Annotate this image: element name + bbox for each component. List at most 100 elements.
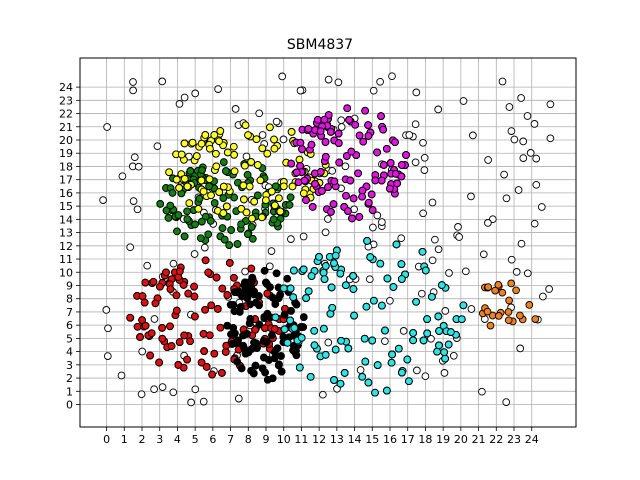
data-point — [191, 312, 199, 321]
data-point — [215, 137, 223, 146]
data-point — [258, 364, 267, 373]
data-point — [371, 176, 380, 185]
data-point — [239, 341, 248, 350]
data-point — [397, 275, 406, 283]
data-point — [188, 138, 197, 147]
data-point — [130, 153, 139, 162]
data-point — [201, 131, 210, 139]
data-point — [253, 161, 262, 169]
data-point — [218, 284, 227, 293]
data-point — [219, 194, 228, 202]
data-point — [241, 161, 249, 170]
x-tick-label: 20 — [454, 433, 468, 446]
data-point — [180, 174, 189, 183]
data-point — [245, 182, 254, 191]
data-point — [514, 186, 523, 194]
data-point — [263, 375, 272, 384]
data-point — [428, 292, 436, 301]
y-tick-label: 16 — [59, 187, 73, 200]
y-tick-label: 21 — [59, 121, 73, 134]
data-point — [517, 94, 525, 102]
data-point — [138, 347, 147, 356]
data-point — [459, 97, 468, 105]
data-point — [336, 269, 345, 278]
data-point — [278, 72, 287, 81]
y-tick-label: 19 — [59, 147, 73, 160]
data-point — [381, 326, 389, 335]
data-point — [386, 159, 395, 167]
data-point — [394, 344, 403, 353]
data-point — [546, 134, 555, 143]
y-tick-label: 10 — [59, 266, 73, 279]
data-point — [222, 202, 231, 211]
data-point — [428, 198, 437, 207]
data-point — [334, 129, 343, 138]
data-point — [364, 378, 373, 387]
data-point — [441, 354, 449, 363]
data-point — [183, 182, 192, 191]
x-tick-label: 3 — [156, 433, 163, 446]
data-point — [319, 390, 327, 399]
x-tick-label: 15 — [365, 433, 379, 446]
data-point — [255, 109, 264, 118]
data-point — [255, 301, 263, 310]
data-point — [327, 283, 336, 292]
data-point — [258, 213, 266, 222]
data-point — [402, 151, 410, 159]
data-point — [330, 177, 339, 186]
data-point — [457, 315, 466, 324]
data-point — [237, 364, 246, 373]
data-point — [190, 282, 198, 291]
x-tick-label: 22 — [489, 433, 503, 446]
data-point — [205, 331, 214, 340]
data-point — [272, 117, 281, 126]
data-point — [229, 301, 238, 309]
data-point — [129, 78, 137, 86]
data-point — [295, 155, 304, 164]
data-point — [165, 168, 173, 177]
data-point — [150, 385, 158, 394]
data-point — [256, 176, 265, 185]
data-point — [242, 152, 251, 161]
data-point — [379, 125, 387, 134]
data-point — [140, 298, 149, 307]
data-point — [324, 75, 333, 84]
data-point — [530, 219, 539, 228]
data-point — [299, 313, 308, 321]
y-tick-label: 4 — [66, 346, 73, 359]
data-point — [391, 138, 399, 147]
data-point — [526, 149, 535, 157]
data-point — [230, 330, 239, 338]
data-point — [234, 394, 243, 403]
data-point — [200, 243, 209, 252]
data-point — [277, 352, 285, 360]
data-point — [168, 189, 177, 197]
data-point — [239, 181, 248, 190]
data-point — [237, 220, 245, 229]
data-point — [279, 333, 288, 341]
data-point — [373, 361, 382, 369]
x-tick-label: 13 — [330, 433, 344, 446]
data-point — [315, 253, 323, 261]
data-point — [210, 199, 219, 207]
data-point — [537, 203, 546, 211]
data-point — [316, 168, 325, 176]
data-point — [174, 211, 183, 219]
data-point — [258, 131, 267, 139]
data-point — [368, 206, 377, 214]
data-point — [241, 121, 250, 130]
data-point — [298, 145, 306, 153]
data-point — [172, 291, 181, 300]
data-point — [310, 326, 319, 335]
data-point — [320, 324, 328, 333]
data-point — [194, 204, 203, 213]
data-point — [138, 292, 147, 300]
data-point — [419, 336, 428, 345]
data-point — [412, 297, 420, 306]
data-point — [412, 88, 421, 97]
data-point — [373, 211, 382, 220]
data-point — [292, 300, 301, 309]
data-point — [222, 167, 230, 175]
data-point — [175, 338, 184, 346]
